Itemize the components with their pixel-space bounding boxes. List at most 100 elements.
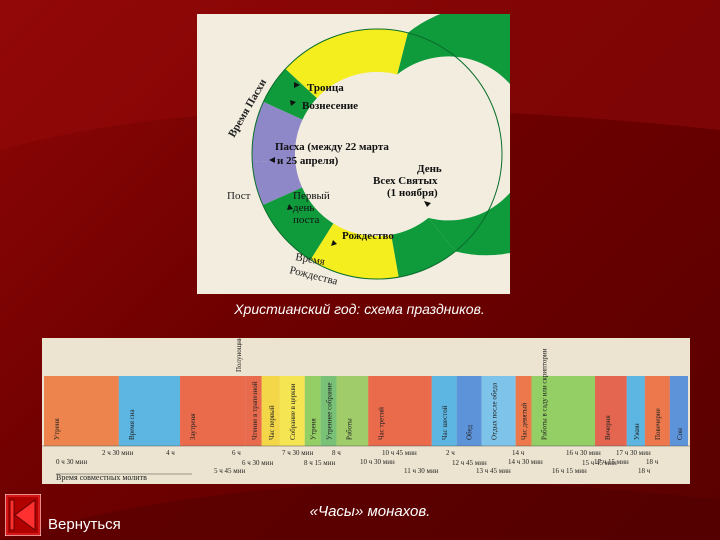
time-label-times_row4-0: 5 ч 45 мин (214, 467, 245, 475)
time-label-times_row1-6: 2 ч (446, 449, 455, 457)
hour-band-11 (456, 376, 482, 446)
time-label-times_row4-4: 18 ч (638, 467, 651, 475)
hours-caption: «Часы» монахов. (309, 503, 431, 520)
hour-band-label-9: Час третий (377, 407, 385, 440)
hour-band-label-15: Вечерня (604, 415, 612, 440)
hour-band-8 (336, 376, 369, 446)
first-day-label-2: день (293, 202, 314, 214)
hour-band-label-4: Час первый (268, 405, 276, 440)
time-label-times_row2-0: 6 ч 30 мин (242, 459, 273, 467)
hour-band-shade-11 (456, 376, 482, 446)
time-label-times_row1-3: 7 ч 30 мин (282, 449, 313, 457)
hour-bands: Утреня Время сна Заутреня Чтение в трапезно… (44, 348, 688, 446)
hour-band-label-1: Время сна (128, 408, 136, 440)
hour-band-shade-16 (626, 376, 645, 446)
vigil-top-label: Полунощницы подъем (235, 338, 243, 372)
time-label-times_row3-3: 17 ч 15 мин (594, 458, 629, 466)
arrow-markers (269, 82, 431, 246)
ring-segment-green-lower (263, 187, 334, 260)
time-label-times_row1-2: 6 ч (232, 449, 241, 457)
hour-band-label-6: Утреня (310, 418, 318, 440)
hour-band-4 (261, 376, 280, 446)
hour-band-15 (595, 376, 627, 446)
time-label-times_row1-0: 2 ч 30 мин (102, 449, 133, 457)
back-bar-icon (9, 499, 15, 531)
hour-band-label-12: Отдых после обеда (491, 382, 499, 440)
wheel-caption: Христианский год: схема праздников. (234, 301, 485, 317)
christmas-label: Рождество (342, 230, 394, 242)
hour-band-9 (368, 376, 432, 446)
hour-band-3 (245, 376, 262, 446)
hour-band-shade-18 (669, 376, 688, 446)
back-link-label[interactable]: Вернуться (48, 516, 121, 533)
arrow-christmas (331, 240, 337, 246)
all-saints-label-2: Всех Святых (373, 175, 438, 187)
hour-band-shade-9 (368, 376, 432, 446)
time-label-times_row3-1: 10 ч 30 мин (360, 458, 395, 466)
hour-band-10 (431, 376, 457, 446)
ring-segment-violet-lent-lower (252, 159, 303, 205)
hour-band-0 (44, 376, 119, 446)
hour-band-shade-5 (279, 376, 305, 446)
ring-segment-yellow-easter (285, 29, 408, 99)
ascension-label: Вознесение (302, 100, 358, 112)
joint-prayer-label: Время совместных молитв (56, 473, 147, 482)
hour-band-6 (304, 376, 321, 446)
hour-band-13 (515, 376, 532, 446)
hour-band-1 (118, 376, 181, 446)
hour-band-12 (481, 376, 516, 446)
hour-band-shade-4 (261, 376, 280, 446)
hour-band-shade-3 (245, 376, 262, 446)
hour-band-shade-17 (644, 376, 670, 446)
year-wheel-svg: Время Пасхи Время Рождества Пост Троица … (226, 5, 612, 288)
ring-segment-violet-lent (251, 101, 303, 162)
time-label-times_row3-4: 18 ч (646, 458, 659, 466)
hour-band-shade-8 (336, 376, 369, 446)
hour-band-5 (279, 376, 305, 446)
hour-band-7 (320, 376, 337, 446)
hour-band-16 (626, 376, 645, 446)
hour-band-label-14: Работы в саду или скриптории (541, 348, 549, 440)
hour-band-18 (669, 376, 688, 446)
time-labels: 2 ч 30 мин 4 ч 6 ч 7 ч 30 мин 8 ч 10 ч 45 мин… (56, 449, 659, 475)
hour-band-label-10: Час шестой (441, 405, 449, 440)
first-day-label-3: поста (293, 214, 319, 226)
time-label-times_row1-4: 8 ч (332, 449, 341, 457)
hour-band-label-2: Заутреня (189, 413, 197, 440)
back-arrow-icon (14, 499, 36, 531)
lent-label: Пост (227, 190, 251, 202)
time-label-times_row4-1: 11 ч 30 мин (404, 467, 439, 475)
time-label-times_row4-3: 16 ч 15 мин (552, 467, 587, 475)
easter-label-2: и 25 апреля) (277, 155, 339, 167)
hour-band-shade-15 (595, 376, 627, 446)
hour-band-shade-6 (304, 376, 321, 446)
hour-band-shade-13 (515, 376, 532, 446)
trinity-label: Троица (307, 82, 344, 94)
hour-band-shade-2 (180, 376, 246, 446)
arrow-easter (269, 157, 275, 163)
easter-label: Пасха (между 22 марта (275, 141, 389, 153)
christmas-time-label-1: Время (294, 251, 325, 268)
time-label-times_row2-3: 15 ч 45 мин (582, 459, 617, 467)
time-label-times_row1-9: 17 ч 30 мин (616, 449, 651, 457)
hour-band-shade-10 (431, 376, 457, 446)
back-button[interactable] (5, 494, 41, 536)
time-label-times_row1-5: 10 ч 45 мин (382, 449, 417, 457)
liturgical-year-wheel: Время Пасхи Время Рождества Пост Троица … (197, 5, 612, 294)
arrow-first-day (287, 204, 293, 210)
hour-band-17 (644, 376, 670, 446)
time-label-times_row2-1: 8 ч 15 мин (304, 459, 335, 467)
hour-band-label-0: Утреня (53, 418, 61, 440)
hour-band-label-8: Работы (346, 418, 354, 440)
hour-band-shade-0 (44, 376, 119, 446)
hour-band-label-7: Утреннее собрание (326, 382, 334, 440)
hour-band-shade-1 (118, 376, 181, 446)
hour-band-label-18: Сон (676, 428, 684, 440)
time-label-times_row1-7: 14 ч (512, 449, 525, 457)
time-label-times_row3-2: 14 ч 30 мин (508, 458, 543, 466)
hours-chart-svg: Полунощницы подъем Утреня Время сна Заутре… (42, 304, 690, 482)
hour-band-shade-7 (320, 376, 337, 446)
hour-band-shade-14 (531, 376, 596, 446)
arrow-ascension (290, 100, 296, 106)
hour-band-14 (531, 376, 596, 446)
